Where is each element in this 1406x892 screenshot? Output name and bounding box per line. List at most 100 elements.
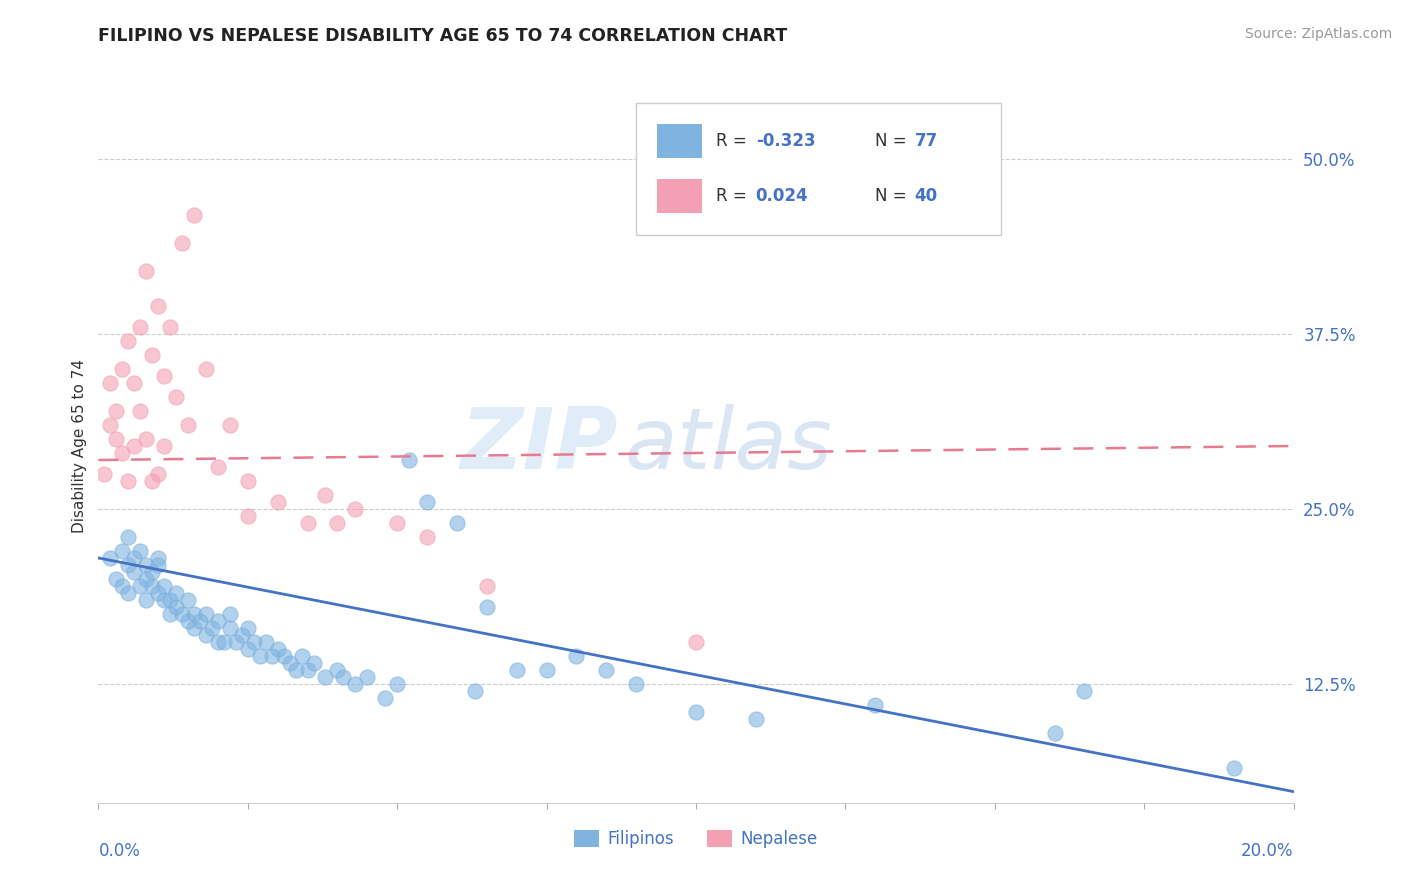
Point	[177, 417, 200, 432]
Point	[297, 516, 319, 530]
Text: ZIP: ZIP	[461, 404, 619, 488]
Point	[267, 641, 290, 656]
Point	[195, 362, 218, 376]
Point	[243, 635, 266, 649]
Text: FILIPINO VS NEPALESE DISABILITY AGE 65 TO 74 CORRELATION CHART: FILIPINO VS NEPALESE DISABILITY AGE 65 T…	[98, 27, 787, 45]
Point	[165, 599, 187, 614]
Point	[129, 404, 152, 418]
Point	[236, 508, 259, 523]
Point	[153, 593, 176, 607]
Text: N =: N =	[876, 187, 912, 205]
Point	[195, 628, 218, 642]
Point	[416, 495, 439, 509]
Text: R =: R =	[716, 132, 752, 150]
Point	[111, 579, 134, 593]
Text: 77: 77	[915, 132, 938, 150]
Point	[183, 208, 205, 222]
Point	[385, 677, 409, 691]
FancyBboxPatch shape	[637, 103, 1001, 235]
Point	[124, 565, 146, 579]
Point	[344, 502, 367, 516]
Point	[172, 607, 194, 621]
Point	[565, 648, 588, 663]
Point	[374, 690, 396, 705]
Point	[135, 558, 157, 572]
Point	[177, 593, 200, 607]
Point	[302, 656, 325, 670]
Point	[475, 599, 498, 614]
Point	[153, 579, 176, 593]
Point	[297, 663, 319, 677]
FancyBboxPatch shape	[657, 179, 702, 213]
Point	[416, 530, 439, 544]
Point	[212, 635, 235, 649]
Point	[315, 670, 337, 684]
Point	[135, 572, 157, 586]
Point	[207, 614, 229, 628]
Text: -0.323: -0.323	[756, 132, 815, 150]
Point	[219, 621, 242, 635]
Point	[129, 544, 152, 558]
Point	[148, 299, 170, 313]
Point	[326, 516, 349, 530]
Point	[326, 663, 349, 677]
Text: Source: ZipAtlas.com: Source: ZipAtlas.com	[1244, 27, 1392, 41]
Point	[219, 417, 242, 432]
Point	[98, 417, 122, 432]
Point	[105, 404, 128, 418]
Point	[117, 474, 139, 488]
Point	[464, 684, 486, 698]
Point	[135, 264, 157, 278]
Point	[207, 460, 229, 475]
Point	[273, 648, 295, 663]
Point	[177, 614, 200, 628]
Point	[291, 648, 314, 663]
Point	[356, 670, 378, 684]
Point	[117, 558, 139, 572]
Point	[172, 236, 194, 251]
Point	[278, 656, 301, 670]
Point	[111, 362, 134, 376]
Point	[117, 530, 139, 544]
Point	[153, 439, 176, 453]
Point	[536, 663, 558, 677]
Point	[141, 348, 163, 362]
Point	[183, 607, 205, 621]
Point	[165, 586, 187, 600]
Point	[141, 474, 163, 488]
Point	[141, 579, 163, 593]
Point	[201, 621, 224, 635]
Point	[135, 593, 157, 607]
Text: N =: N =	[876, 132, 912, 150]
Point	[141, 565, 163, 579]
Point	[231, 628, 253, 642]
Point	[865, 698, 887, 712]
Point	[148, 558, 170, 572]
Point	[267, 495, 290, 509]
Point	[446, 516, 468, 530]
Point	[506, 663, 529, 677]
Text: 20.0%: 20.0%	[1241, 842, 1294, 860]
Point	[117, 586, 139, 600]
Point	[148, 467, 170, 481]
Point	[595, 663, 617, 677]
Point	[398, 453, 420, 467]
Point	[284, 663, 307, 677]
Text: R =: R =	[716, 187, 752, 205]
Point	[159, 593, 181, 607]
Point	[98, 550, 122, 565]
Point	[195, 607, 218, 621]
Point	[236, 641, 259, 656]
Point	[207, 635, 229, 649]
Point	[98, 376, 122, 390]
Point	[260, 648, 283, 663]
Point	[385, 516, 409, 530]
Point	[153, 369, 176, 384]
Point	[135, 432, 157, 446]
Point	[1073, 684, 1095, 698]
Text: 40: 40	[915, 187, 938, 205]
Legend: Filipinos, Nepalese: Filipinos, Nepalese	[568, 823, 824, 855]
Point	[626, 677, 648, 691]
Point	[685, 635, 707, 649]
Point	[344, 677, 367, 691]
